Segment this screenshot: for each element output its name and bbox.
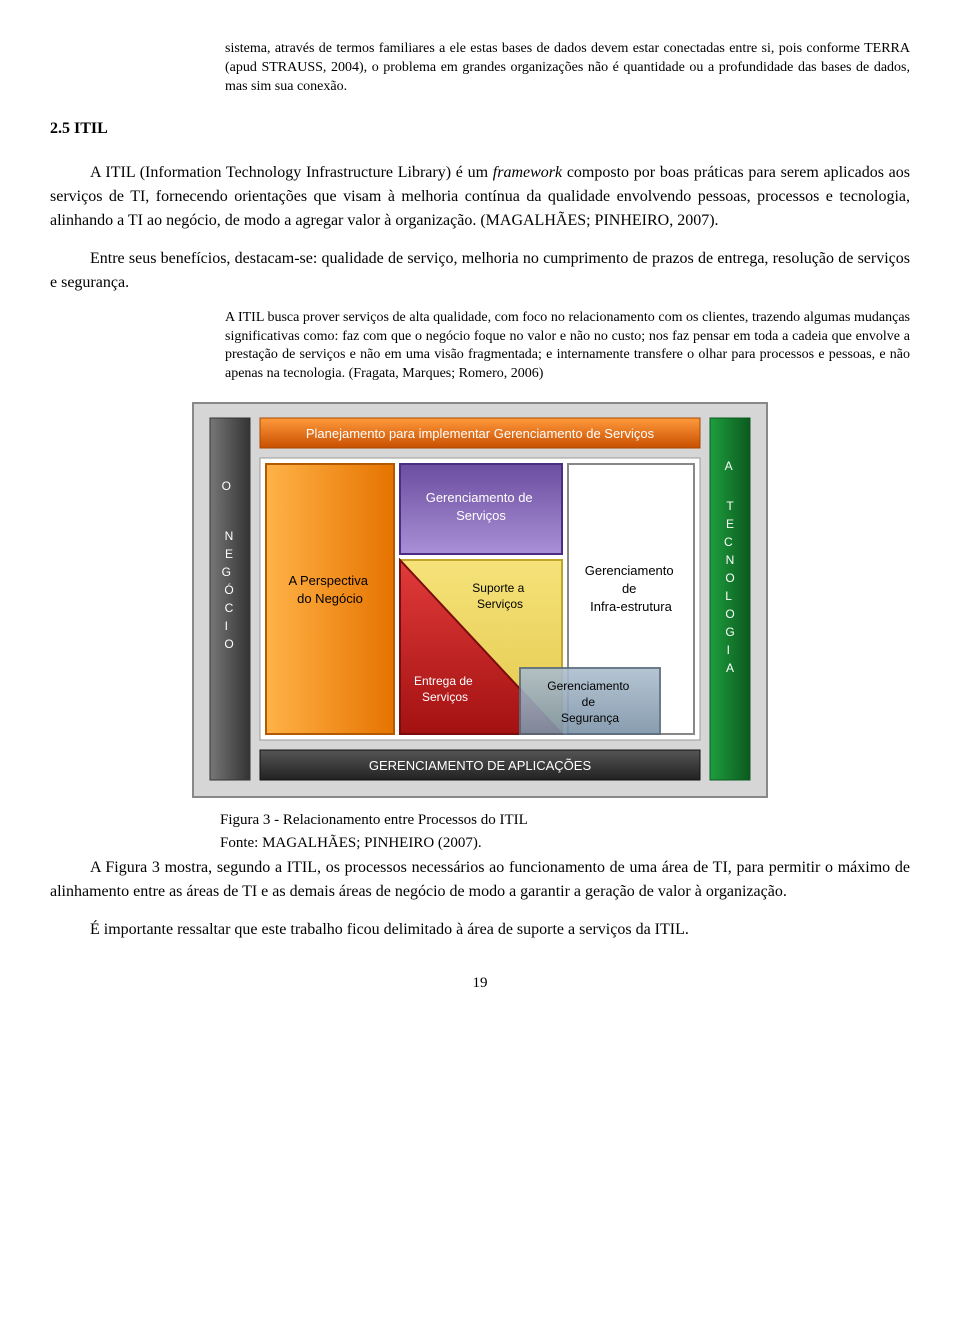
para1-a: A ITIL (Information Technology Infrastru… [90, 164, 493, 181]
paragraph-1: A ITIL (Information Technology Infrastru… [50, 161, 910, 233]
figure-3-box: O NEG ÓCI O A TEC NOL OGI A Planejamento… [192, 402, 768, 798]
itil-diagram: O NEG ÓCI O A TEC NOL OGI A Planejamento… [200, 410, 760, 790]
paragraph-4: É importante ressaltar que este trabalho… [50, 918, 910, 942]
diagram-left-bar [210, 418, 250, 780]
paragraph-3: A Figura 3 mostra, segundo a ITIL, os pr… [50, 856, 910, 904]
para1-italic: framework [493, 164, 562, 181]
figure-3: O NEG ÓCI O A TEC NOL OGI A Planejamento… [50, 402, 910, 806]
quote-mid: A ITIL busca prover serviços de alta qua… [225, 309, 910, 385]
paragraph-2: Entre seus benefícios, destacam-se: qual… [50, 247, 910, 295]
figure-3-caption-line2: Fonte: MAGALHÃES; PINHEIRO (2007). [220, 833, 910, 854]
quote-top: sistema, através de termos familiares a … [225, 40, 910, 97]
diagram-top-label: Planejamento para implementar Gerenciame… [306, 426, 655, 441]
page-number: 19 [50, 972, 910, 995]
diagram-bottom-label: GERENCIAMENTO DE APLICAÇÕES [369, 758, 592, 773]
figure-3-caption-line1: Figura 3 - Relacionamento entre Processo… [220, 810, 910, 831]
section-heading: 2.5 ITIL [50, 117, 910, 141]
